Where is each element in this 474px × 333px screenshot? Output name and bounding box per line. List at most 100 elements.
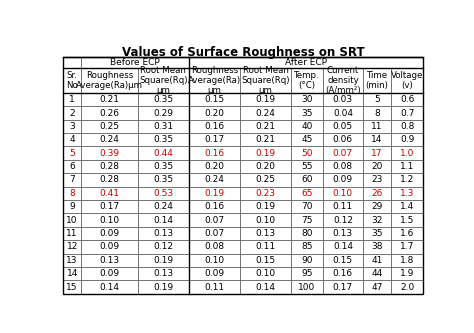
Bar [189, 173, 240, 187]
Text: 45: 45 [301, 135, 313, 144]
Text: 35: 35 [371, 229, 383, 238]
Bar [137, 240, 189, 254]
Text: 0.28: 0.28 [100, 162, 119, 171]
Bar [63, 68, 82, 93]
Bar [391, 267, 423, 280]
Bar [63, 147, 82, 160]
Text: 0.11: 0.11 [333, 202, 353, 211]
Bar [63, 93, 82, 106]
Text: 11: 11 [66, 229, 78, 238]
Bar [323, 267, 363, 280]
Bar [137, 254, 189, 267]
Bar [363, 147, 391, 160]
Bar [63, 160, 82, 173]
Bar [323, 120, 363, 133]
Text: 14: 14 [372, 135, 383, 144]
Text: 0.28: 0.28 [100, 175, 119, 184]
Text: 0.07: 0.07 [204, 216, 225, 225]
Bar [240, 267, 291, 280]
Text: 0.14: 0.14 [333, 242, 353, 251]
Bar [291, 280, 323, 294]
Text: 0.17: 0.17 [100, 202, 119, 211]
Bar [82, 213, 137, 227]
Bar [323, 68, 363, 93]
Text: 12: 12 [66, 242, 78, 251]
Text: After ECP: After ECP [285, 58, 327, 67]
Bar [323, 133, 363, 147]
Bar [291, 240, 323, 254]
Bar [391, 147, 423, 160]
Bar [137, 267, 189, 280]
Text: 0.16: 0.16 [204, 149, 225, 158]
Bar [363, 68, 391, 93]
Text: 0.19: 0.19 [204, 189, 225, 198]
Bar [189, 93, 240, 106]
Bar [240, 213, 291, 227]
Bar [363, 254, 391, 267]
Bar [189, 68, 240, 93]
Text: 0.20: 0.20 [204, 109, 224, 118]
Text: 80: 80 [301, 229, 313, 238]
Bar [240, 173, 291, 187]
Text: 0.29: 0.29 [153, 109, 173, 118]
Bar [240, 240, 291, 254]
Bar [391, 160, 423, 173]
Bar [189, 254, 240, 267]
Text: 0.35: 0.35 [153, 175, 173, 184]
Bar [291, 133, 323, 147]
Bar [189, 147, 240, 160]
Bar [240, 200, 291, 213]
Bar [323, 227, 363, 240]
Bar [189, 267, 240, 280]
Bar [63, 133, 82, 147]
Text: 85: 85 [301, 242, 313, 251]
Bar [63, 120, 82, 133]
Bar [291, 267, 323, 280]
Text: 0.6: 0.6 [400, 95, 414, 104]
Bar [82, 147, 137, 160]
Text: 0.16: 0.16 [204, 122, 225, 131]
Text: 0.07: 0.07 [333, 149, 353, 158]
Text: 1.8: 1.8 [400, 256, 414, 265]
Bar [63, 267, 82, 280]
Text: 0.13: 0.13 [255, 229, 276, 238]
Bar [82, 68, 137, 93]
Text: 29: 29 [372, 202, 383, 211]
Text: 0.35: 0.35 [153, 135, 173, 144]
Text: 0.13: 0.13 [100, 256, 119, 265]
Bar [189, 133, 240, 147]
Bar [137, 213, 189, 227]
Text: 10: 10 [66, 216, 78, 225]
Bar [137, 200, 189, 213]
Text: 0.19: 0.19 [255, 202, 276, 211]
Text: 0.20: 0.20 [255, 162, 275, 171]
Text: 0.10: 0.10 [255, 216, 276, 225]
Text: 0.20: 0.20 [204, 162, 224, 171]
Bar [240, 147, 291, 160]
Text: 20: 20 [372, 162, 383, 171]
Bar [240, 227, 291, 240]
Text: 0.10: 0.10 [100, 216, 119, 225]
Text: 1.5: 1.5 [400, 216, 414, 225]
Text: 1.4: 1.4 [400, 202, 414, 211]
Text: Temp.
(°C): Temp. (°C) [294, 71, 320, 90]
Bar [63, 254, 82, 267]
Text: 0.08: 0.08 [204, 242, 225, 251]
Bar [63, 240, 82, 254]
Text: 0.16: 0.16 [204, 202, 225, 211]
Bar [82, 120, 137, 133]
Bar [189, 213, 240, 227]
Bar [291, 106, 323, 120]
Bar [363, 267, 391, 280]
Bar [137, 173, 189, 187]
Text: 13: 13 [66, 256, 78, 265]
Text: 1.1: 1.1 [400, 162, 414, 171]
Bar [63, 213, 82, 227]
Bar [363, 187, 391, 200]
Text: 95: 95 [301, 269, 313, 278]
Bar [323, 187, 363, 200]
Text: 75: 75 [301, 216, 313, 225]
Bar [137, 133, 189, 147]
Text: 0.09: 0.09 [333, 175, 353, 184]
Bar [137, 106, 189, 120]
